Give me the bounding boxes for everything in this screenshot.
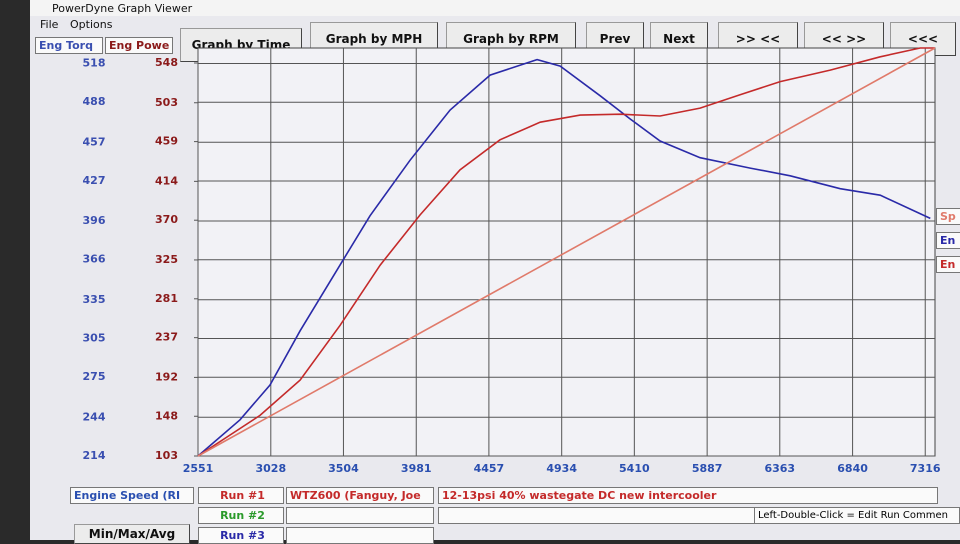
y2-tick-label: 148 — [155, 409, 178, 422]
y-tick-label: 366 — [83, 253, 106, 266]
run-name — [286, 527, 434, 544]
y-tick-label: 335 — [83, 293, 106, 306]
legend-box: Sp — [936, 208, 960, 225]
y2-tick-label: 414 — [155, 174, 178, 187]
y-tick-label: 457 — [83, 135, 106, 148]
y2-tick-label: 237 — [155, 331, 178, 344]
series-line — [197, 47, 936, 457]
y-tick-label: 214 — [83, 449, 106, 462]
run-name[interactable]: WTZ600 (Fanguy, Joe — [286, 487, 434, 504]
y2-tick-label: 459 — [155, 135, 178, 148]
x-tick-label: 4934 — [546, 462, 577, 475]
y2-tick-label: 548 — [155, 56, 178, 69]
x-tick-label: 6840 — [837, 462, 868, 475]
x-tick-label: 5887 — [692, 462, 723, 475]
x-tick-label: 4457 — [474, 462, 505, 475]
legend-box: En — [936, 256, 960, 273]
x-tick-label: 3981 — [401, 462, 432, 475]
hint: Left-Double-Click = Edit Run Commen — [754, 507, 960, 524]
title-bar — [30, 0, 960, 16]
legend-box: En — [936, 232, 960, 249]
menu-item[interactable]: Options — [70, 18, 113, 31]
tab[interactable]: Eng Powe — [105, 37, 173, 54]
run-label[interactable]: Run #2 — [198, 507, 284, 524]
chart: 214 244 275 305 335 366 396 427 457 488 518 103 148 1… — [83, 47, 941, 475]
y2-tick-label: 281 — [155, 292, 178, 305]
y-tick-label: 275 — [83, 370, 106, 383]
app-window: PowerDyne Graph Viewer File Options Eng … — [30, 0, 960, 544]
run-label[interactable]: Run #1 — [198, 487, 284, 504]
y-tick-label: 305 — [83, 332, 106, 345]
y-tick-label: 488 — [83, 95, 106, 108]
window-title: PowerDyne Graph Viewer — [52, 2, 193, 15]
y-tick-label: 244 — [83, 410, 106, 423]
menu-item[interactable]: File — [40, 18, 59, 31]
y2-tick-label: 325 — [155, 253, 178, 266]
button[interactable]: Min/Max/Avg — [74, 524, 190, 544]
run-comment[interactable]: 12-13psi 40% wastegate DC new intercoole… — [438, 487, 938, 504]
y2-tick-label: 192 — [155, 370, 178, 383]
x-tick-label: 5410 — [619, 462, 650, 475]
x-tick-label: 7316 — [910, 462, 941, 475]
x-tick-label: 2551 — [183, 462, 214, 475]
x-tick-label: 3504 — [328, 462, 359, 475]
run-label[interactable]: Run #3 — [198, 527, 284, 544]
run-name — [286, 507, 434, 524]
x-tick-label: 3028 — [255, 462, 286, 475]
tab[interactable]: Eng Torq — [35, 37, 103, 54]
y-tick-label: 396 — [83, 214, 106, 227]
y2-tick-label: 103 — [155, 449, 178, 462]
y2-tick-label: 503 — [155, 96, 178, 109]
y2-tick-label: 370 — [155, 213, 178, 226]
x-tick-label: 6363 — [764, 462, 795, 475]
series-line — [197, 58, 931, 457]
y-tick-label: 427 — [83, 174, 106, 187]
series-line — [197, 47, 935, 457]
y-tick-label: 518 — [83, 56, 106, 69]
x-channel[interactable]: Engine Speed (RI — [70, 487, 194, 504]
